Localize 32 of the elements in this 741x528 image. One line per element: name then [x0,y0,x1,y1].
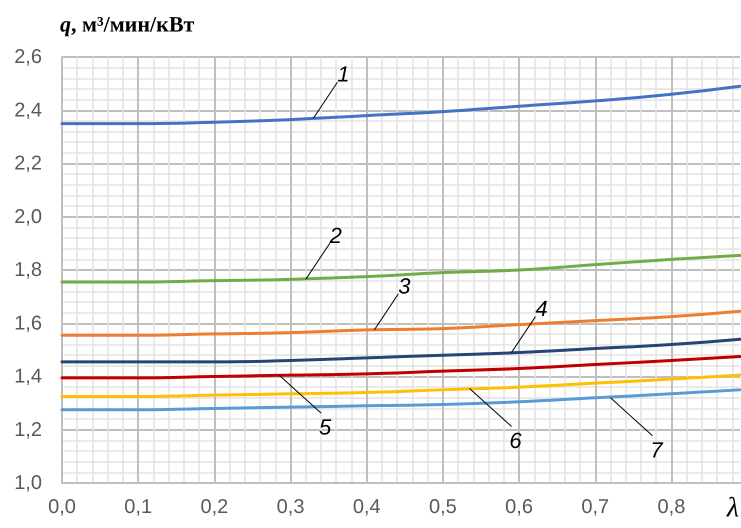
y-tick-label: 1,8 [14,259,42,281]
y-tick-label: 1,2 [14,418,42,441]
annotation: 4 [535,296,548,322]
x-tick-label: 0,4 [352,496,381,518]
x-tick-label: 0,5 [428,496,457,518]
line-series [60,338,741,364]
y-axis-title: q, м³/мин/кВт [60,12,194,36]
x-tick-label: 0,8 [658,496,686,518]
annotation: 6 [509,428,522,453]
x-tick-label: 0,3 [276,496,304,518]
x-tick-label: 0,7 [581,496,610,518]
x-tick-label: 0,2 [200,496,228,518]
y-tick-label: 1,0 [14,472,42,494]
annotation: 7 [650,437,664,462]
y-tick-label: 2,0 [14,206,42,228]
y-tick-label: 2,4 [14,99,42,122]
line-series [60,388,741,412]
x-tick-label: 0,6 [505,496,533,518]
line-series [60,374,741,398]
x-tick-label: 0,1 [124,496,152,518]
x-axis-title: λ [726,492,740,524]
line-series [60,355,741,380]
line-series [60,84,741,126]
x-tick-label: 0,0 [48,496,76,518]
annotation: 3 [398,273,412,298]
annotation: 1 [337,62,350,87]
annotation: 2 [328,222,342,248]
y-tick-label: 1,4 [14,366,42,388]
annotation: 5 [318,414,332,440]
y-tick-label: 2,2 [14,152,42,174]
y-tick-label: 1,6 [14,312,42,334]
y-tick-label: 2,6 [14,46,42,68]
